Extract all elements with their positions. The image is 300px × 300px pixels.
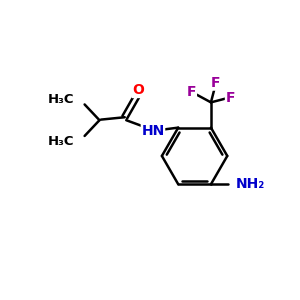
Text: O: O — [132, 83, 144, 98]
Text: F: F — [211, 76, 220, 90]
Text: HN: HN — [141, 124, 165, 138]
Text: H₃C: H₃C — [48, 93, 74, 106]
Text: F: F — [226, 91, 235, 105]
Text: F: F — [187, 85, 196, 99]
Text: NH₂: NH₂ — [236, 177, 266, 191]
Text: H₃C: H₃C — [48, 134, 74, 148]
